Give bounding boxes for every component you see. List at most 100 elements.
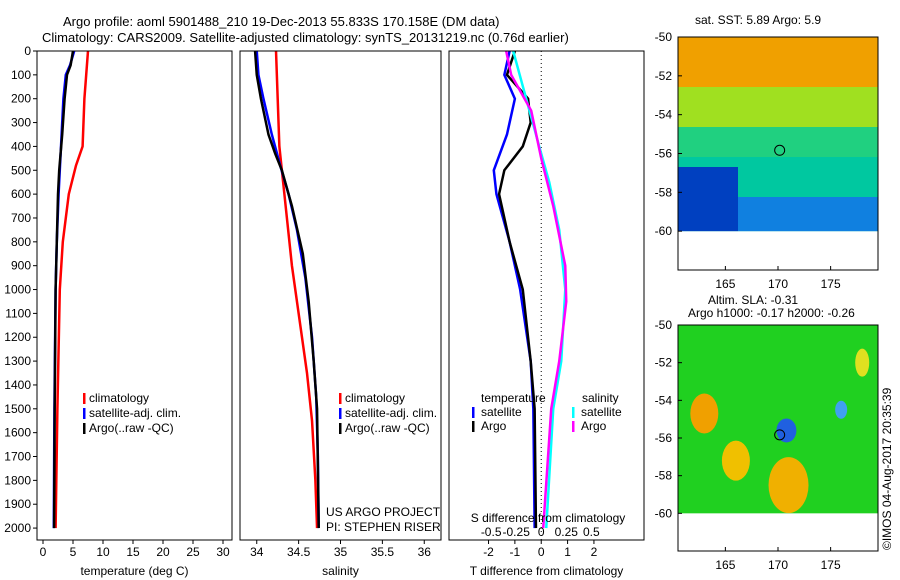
lon-tick-label: 175 [821, 558, 841, 572]
legend-label: satellite-adj. clim. [89, 406, 181, 420]
sla-anomaly [855, 348, 870, 377]
x-axis-label: T difference from climatology [470, 564, 624, 578]
sla-map-title-1: Altim. SLA: -0.31 [708, 293, 798, 307]
y-tick-label: 1700 [4, 450, 31, 464]
credit: ©IMOS 04-Aug-2017 20:35:39 [880, 387, 894, 550]
title-line-1: Argo profile: aoml 5901488_210 19-Dec-20… [63, 14, 500, 29]
sst-map-title: sat. SST: 5.89 Argo: 5.9 [695, 13, 821, 27]
lon-tick-label: 170 [768, 558, 788, 572]
series-s-argo [504, 50, 568, 529]
x-tick-label: 1 [564, 545, 571, 559]
x-tick-label: 25 [186, 545, 200, 559]
s-diff-tick-label: -0.25 [503, 525, 531, 539]
sst-band [678, 127, 878, 157]
lat-tick-label: -54 [655, 393, 673, 407]
project-line-1: US ARGO PROJECT [326, 505, 441, 519]
lon-tick-label: 175 [821, 277, 841, 291]
legend-salinity-title: salinity [582, 391, 619, 405]
x-tick-label: -2 [483, 545, 494, 559]
x-axis-label: salinity [322, 564, 359, 578]
legend-label: Argo(..raw -QC) [89, 421, 174, 435]
legend-swatch [339, 408, 342, 419]
legend-label: Argo [581, 419, 607, 433]
lat-tick-label: -52 [655, 356, 673, 370]
y-tick-label: 500 [11, 163, 31, 177]
legend-swatch [83, 423, 86, 434]
x-tick-label: 0 [538, 545, 545, 559]
x-tick-label: 35 [334, 545, 348, 559]
x-tick-label: 35.5 [371, 545, 395, 559]
legend-swatch [83, 408, 86, 419]
s-diff-tick-label: -0.5 [481, 525, 502, 539]
y-tick-label: 1200 [4, 330, 31, 344]
x-axis-label: temperature (deg C) [80, 564, 188, 578]
y-tick-label: 400 [11, 139, 31, 153]
lat-tick-label: -50 [655, 318, 673, 332]
sst-warm [678, 37, 878, 87]
s-diff-tick-label: 0 [538, 525, 545, 539]
series-argo-raw-qc- [52, 50, 75, 529]
x-tick-label: 0 [40, 545, 47, 559]
y-tick-label: 1400 [4, 378, 31, 392]
sst-cold [678, 167, 738, 232]
legend-swatch [472, 421, 475, 432]
lat-tick-label: -56 [655, 431, 673, 445]
x-tick-label: 34.5 [287, 545, 311, 559]
sla-anomaly [768, 457, 809, 514]
profile-panel-2: 34 34.5 35 35.5 36 salinity climatologysatelli… [239, 50, 442, 578]
lat-tick-label: -58 [655, 185, 673, 199]
legend-label: satellite [581, 405, 622, 419]
legend-swatch [83, 393, 86, 404]
sla-map-title-2: Argo h1000: -0.17 h2000: -0.26 [688, 306, 855, 320]
lat-tick-label: -56 [655, 147, 673, 161]
lon-tick-label: 165 [715, 558, 735, 572]
y-tick-label: 1600 [4, 426, 31, 440]
profile-panel-1: 0 5 10 15 20 25 30 temperature (deg C) 0 100 200 30… [4, 44, 233, 578]
legend-temperature-title: temperature [481, 391, 546, 405]
legend-swatch [339, 393, 342, 404]
lat-tick-label: -60 [655, 224, 673, 238]
y-tick-label: 300 [11, 116, 31, 130]
y-tick-label: 100 [11, 68, 31, 82]
lat-tick-label: -50 [655, 30, 673, 44]
y-tick-label: 1300 [4, 354, 31, 368]
legend-label: climatology [89, 391, 149, 405]
y-tick-label: 0 [24, 44, 31, 58]
y-tick-label: 1100 [5, 306, 31, 320]
s-diff-axis-label: S difference from climatology [471, 511, 626, 525]
x-tick-label: 2 [591, 545, 598, 559]
sla-anomaly [721, 440, 750, 481]
y-tick-label: 1800 [4, 473, 31, 487]
x-tick-label: 34 [250, 545, 264, 559]
x-tick-label: 5 [70, 545, 77, 559]
series-t-argo [497, 50, 538, 529]
sla-anomaly [776, 418, 797, 443]
project-line-2: PI: STEPHEN RISER [326, 520, 441, 534]
argo-position-marker [774, 144, 786, 156]
argo-position-marker [774, 429, 786, 441]
y-tick-label: 200 [11, 92, 31, 106]
sla-anomaly [690, 393, 719, 434]
sla-anomaly [835, 400, 848, 419]
lat-tick-label: -52 [655, 69, 673, 83]
lat-tick-label: -60 [655, 506, 673, 520]
y-tick-label: 800 [11, 235, 31, 249]
series-argo-raw-qc- [253, 50, 320, 529]
plot-frame [36, 50, 233, 541]
y-tick-label: 700 [11, 211, 31, 225]
lat-tick-label: -58 [655, 469, 673, 483]
legend-swatch [472, 407, 475, 418]
sla-map: 165 170 175 -50 -52 -54 -56 -58 -60 [655, 318, 879, 572]
y-tick-label: 1000 [4, 283, 31, 297]
plot-frame [448, 50, 645, 541]
legend-label: Argo(..raw -QC) [345, 421, 430, 435]
lon-tick-label: 165 [715, 277, 735, 291]
y-tick-label: 1500 [4, 402, 31, 416]
x-tick-label: 15 [126, 545, 140, 559]
y-tick-label: 1900 [4, 497, 31, 511]
y-tick-label: 900 [11, 259, 31, 273]
y-tick-label: 600 [11, 187, 31, 201]
sst-cold2 [738, 197, 878, 232]
